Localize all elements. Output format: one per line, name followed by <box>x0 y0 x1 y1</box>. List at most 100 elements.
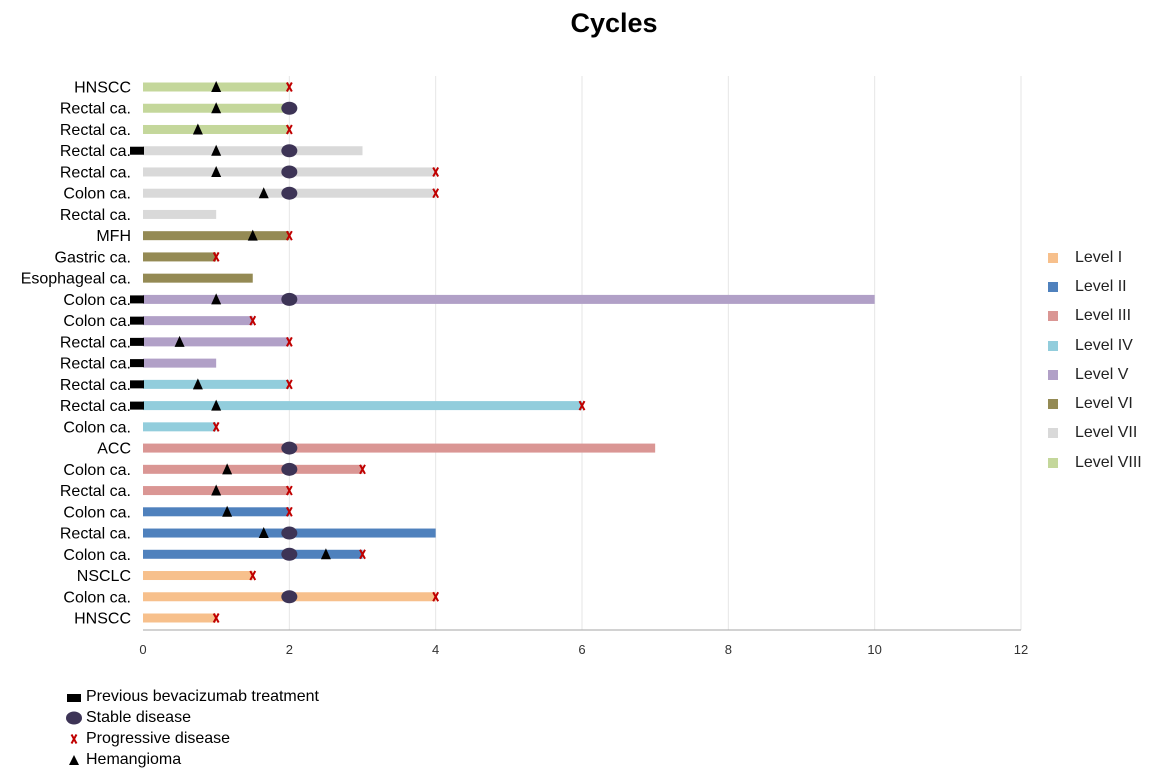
hemangioma-marker <box>222 505 233 517</box>
category-label: Rectal ca. <box>60 334 131 351</box>
x-tick-label: 6 <box>578 642 585 657</box>
category-label: Colon ca. <box>63 504 131 521</box>
legend-label: Level IV <box>1075 336 1133 354</box>
bar <box>143 507 290 517</box>
legend-label: Level II <box>1075 277 1127 295</box>
progressive-disease-marker <box>249 315 257 326</box>
previous-bevacizumab-marker <box>130 401 144 410</box>
progressive-disease-marker <box>432 188 440 199</box>
hemangioma-marker <box>211 293 222 305</box>
legend-label: Level V <box>1075 365 1129 383</box>
marker-legend: Previous bevacizumab treatment Stable dis… <box>66 686 319 770</box>
legend-swatch <box>1048 311 1058 322</box>
hemangioma-marker <box>211 484 222 496</box>
legend-label: Level VIII <box>1075 453 1142 471</box>
progressive-disease-marker <box>432 166 440 177</box>
progressive-disease-marker <box>249 570 257 581</box>
category-label: Rectal ca. <box>60 398 131 415</box>
stable-disease-marker <box>281 186 298 200</box>
marker-legend-item: Progressive disease <box>66 728 319 749</box>
category-label: Rectal ca. <box>60 483 131 500</box>
progressive-stroke <box>432 591 440 602</box>
hemangioma-marker <box>258 527 269 539</box>
marker-legend-label: Previous bevacizumab treatment <box>86 687 319 705</box>
triangle-icon <box>66 753 86 767</box>
progressive-stroke <box>285 379 293 390</box>
progressive-disease-marker <box>285 336 293 347</box>
legend-item: Level VIII <box>1048 448 1142 477</box>
hemangioma-marker <box>320 548 331 560</box>
marker-legend-label: Progressive disease <box>86 729 231 747</box>
category-label: Colon ca. <box>63 292 131 309</box>
bar <box>143 443 656 453</box>
category-label: NSCLC <box>77 568 131 585</box>
stable-disease-marker <box>281 526 298 540</box>
x-tick-label: 8 <box>725 642 732 657</box>
legend-swatch <box>1048 428 1058 439</box>
progressive-stroke <box>212 421 220 432</box>
x-tick-label: 12 <box>1014 642 1028 657</box>
legend-item: Level VI <box>1048 389 1142 418</box>
category-label: Colon ca. <box>63 186 131 203</box>
progressive-disease-marker <box>285 379 293 390</box>
category-label: Rectal ca. <box>60 356 131 373</box>
progressive-disease-marker <box>212 613 220 623</box>
chart-title: Cycles <box>570 8 658 38</box>
legend-item: Level V <box>1048 360 1142 389</box>
hemangioma-marker <box>211 399 222 411</box>
previous-bevacizumab-marker <box>130 295 144 304</box>
progressive-stroke <box>285 124 293 135</box>
progressive-disease-marker <box>285 485 293 496</box>
progressive-disease-marker <box>212 251 220 262</box>
bar <box>143 146 363 156</box>
bar <box>143 464 363 474</box>
progressive-stroke <box>285 506 293 517</box>
category-label: Rectal ca. <box>60 101 131 118</box>
progressive-stroke <box>249 570 257 581</box>
stable-disease-marker <box>281 144 298 158</box>
progressive-stroke <box>285 230 293 241</box>
bar <box>143 316 253 326</box>
category-label: Rectal ca. <box>60 164 131 181</box>
progressive-stroke <box>212 613 220 623</box>
bar <box>143 273 253 283</box>
previous-bevacizumab-marker <box>130 146 144 155</box>
bar <box>143 613 217 623</box>
progressive-stroke <box>285 336 293 347</box>
category-label: HNSCC <box>74 80 131 97</box>
legend-item: Level VII <box>1048 419 1142 448</box>
bar <box>143 422 217 432</box>
progressive-disease-marker <box>359 464 366 475</box>
legend-label: Level I <box>1075 248 1123 266</box>
progressive-stroke <box>285 82 293 92</box>
category-label: Esophageal ca. <box>21 271 131 288</box>
legend-item: Level I <box>1048 243 1142 272</box>
progressive-stroke <box>432 188 440 199</box>
progressive-disease-marker <box>359 549 366 560</box>
bar <box>143 337 290 347</box>
legend-swatch <box>1048 281 1058 292</box>
progressive-stroke <box>359 464 366 475</box>
bar <box>143 294 875 304</box>
progressive-disease-marker <box>285 124 293 135</box>
category-label: Rectal ca. <box>60 122 131 139</box>
previous-bevacizumab-marker <box>130 316 144 325</box>
progressive-stroke <box>285 485 293 496</box>
previous-bevacizumab-marker <box>130 359 144 368</box>
stable-disease-marker <box>281 441 298 455</box>
category-label: ACC <box>97 441 131 458</box>
category-label: Rectal ca. <box>60 143 131 160</box>
progressive-disease-marker <box>285 230 293 241</box>
bar <box>143 124 290 134</box>
progressive-disease-marker <box>212 421 220 432</box>
hemangioma-marker <box>211 144 222 156</box>
category-label: Rectal ca. <box>60 526 131 543</box>
level-legend: Level I Level II Level III Level IV Level V L… <box>1048 243 1142 477</box>
legend-label: Level VII <box>1075 424 1138 442</box>
marker-legend-item: Stable disease <box>66 707 319 728</box>
bar <box>143 401 582 411</box>
hemangioma-marker <box>222 463 233 475</box>
bar <box>143 379 290 389</box>
hemangioma-marker <box>258 187 269 199</box>
hemangioma-marker <box>192 378 203 390</box>
